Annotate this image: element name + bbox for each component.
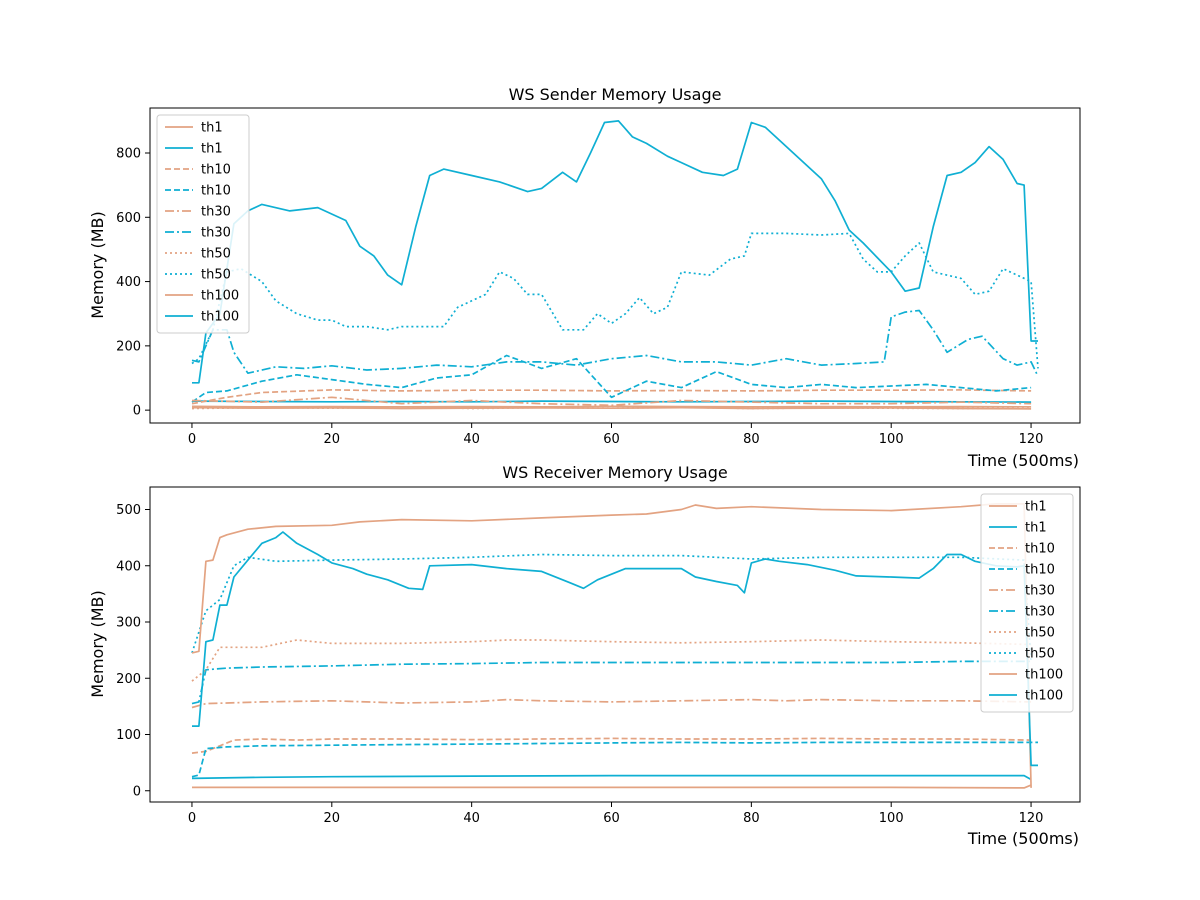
legend-label: th10 bbox=[1025, 563, 1055, 578]
sender-ticks: 0 20 40 60 80 100 120 0 200 400 600 800 bbox=[116, 147, 1043, 448]
series-line-th1-orange bbox=[192, 784, 1032, 789]
x-tick-label: 60 bbox=[603, 432, 620, 447]
legend-label: th1 bbox=[1025, 500, 1047, 515]
x-tick-label: 120 bbox=[1019, 811, 1044, 826]
sender-plot-frame bbox=[149, 107, 1081, 424]
series-line-th100-orange bbox=[191, 405, 1032, 408]
x-tick-label: 40 bbox=[463, 811, 480, 826]
x-tick-label: 0 bbox=[188, 432, 196, 447]
legend-label: th30 bbox=[1025, 605, 1055, 620]
receiver-ticks: 0 20 40 60 80 100 120 0 100 200 300 400 500 bbox=[116, 503, 1043, 826]
legend-label: th1 bbox=[201, 142, 223, 157]
x-tick-label: 100 bbox=[879, 432, 904, 447]
legend-label: th30 bbox=[201, 226, 231, 241]
receiver-xlabel: Time (500ms) bbox=[967, 829, 1079, 848]
series-line-th30-cyan bbox=[191, 660, 1032, 705]
y-tick-label: 100 bbox=[116, 728, 141, 743]
y-tick-label: 300 bbox=[116, 616, 141, 631]
series-line-th50-cyan bbox=[191, 553, 1032, 662]
x-tick-label: 0 bbox=[188, 811, 196, 826]
legend-label: th30 bbox=[201, 205, 231, 220]
receiver-legend: th1 th1 th10 th10 th30 th30 th50 th50 th100 th100 bbox=[980, 493, 1074, 713]
series-line-th10-cyan bbox=[191, 354, 1032, 403]
y-tick-label: 400 bbox=[116, 275, 141, 290]
x-tick-label: 80 bbox=[743, 811, 760, 826]
legend-label: th100 bbox=[1025, 689, 1063, 704]
series-line-th30-orange bbox=[191, 698, 1032, 709]
legend-label: th1 bbox=[201, 121, 223, 136]
legend-label: th100 bbox=[201, 310, 239, 325]
y-tick-label: 0 bbox=[133, 784, 141, 799]
x-tick-label: 60 bbox=[603, 811, 620, 826]
legend-label: th50 bbox=[1025, 626, 1055, 641]
sender-lines bbox=[191, 120, 1039, 410]
series-line-th10-orange bbox=[191, 737, 1032, 754]
y-tick-label: 200 bbox=[116, 339, 141, 354]
series-line-th10-orange bbox=[191, 389, 1032, 405]
x-tick-label: 40 bbox=[463, 432, 480, 447]
x-tick-label: 120 bbox=[1019, 432, 1044, 447]
y-tick-label: 0 bbox=[133, 404, 141, 419]
series-line-th1-cyan bbox=[191, 774, 1032, 781]
x-tick-label: 80 bbox=[743, 432, 760, 447]
y-tick-label: 500 bbox=[116, 503, 141, 518]
legend-label: th30 bbox=[1025, 584, 1055, 599]
legend-label: th50 bbox=[201, 247, 231, 262]
legend-label: th1 bbox=[1025, 521, 1047, 536]
x-tick-label: 100 bbox=[879, 811, 904, 826]
series-line-th1-cyan bbox=[191, 400, 1032, 403]
receiver-chart: WS Receiver Memory Usage Memory (MB) Tim… bbox=[88, 463, 1081, 848]
legend-label: th50 bbox=[1025, 647, 1055, 662]
series-line-th100-cyan bbox=[192, 120, 1038, 384]
y-tick-label: 600 bbox=[116, 211, 141, 226]
legend-label: th10 bbox=[1025, 542, 1055, 557]
receiver-ylabel: Memory (MB) bbox=[88, 590, 107, 697]
receiver-chart-title: WS Receiver Memory Usage bbox=[502, 463, 727, 482]
y-tick-label: 200 bbox=[116, 672, 141, 687]
x-tick-label: 20 bbox=[324, 811, 341, 826]
legend-label: th10 bbox=[201, 184, 231, 199]
series-line-th1-orange bbox=[191, 406, 1032, 410]
sender-chart-title: WS Sender Memory Usage bbox=[509, 85, 722, 104]
sender-legend: th1 th1 th10 th10 th30 th30 th50 th50 th100 th100 bbox=[156, 114, 250, 334]
series-line-th10-cyan bbox=[191, 741, 1038, 778]
y-tick-label: 800 bbox=[116, 147, 141, 162]
legend-label: th10 bbox=[201, 163, 231, 178]
series-line-th30-orange bbox=[191, 396, 1032, 407]
legend-label: th100 bbox=[1025, 668, 1063, 683]
y-tick-label: 400 bbox=[116, 559, 141, 574]
series-line-th50-orange bbox=[191, 639, 1032, 682]
receiver-lines bbox=[191, 503, 1038, 789]
series-line-th30-cyan bbox=[191, 309, 1039, 377]
legend-label: th100 bbox=[201, 289, 239, 304]
x-tick-label: 20 bbox=[324, 432, 341, 447]
sender-xlabel: Time (500ms) bbox=[967, 451, 1079, 470]
receiver-plot-frame bbox=[149, 486, 1081, 803]
legend-label: th50 bbox=[201, 268, 231, 283]
series-line-th100-cyan bbox=[192, 531, 1038, 767]
sender-chart: WS Sender Memory Usage Memory (MB) Time … bbox=[88, 85, 1081, 470]
series-line-th100-orange bbox=[191, 503, 1032, 788]
sender-ylabel: Memory (MB) bbox=[88, 211, 107, 318]
